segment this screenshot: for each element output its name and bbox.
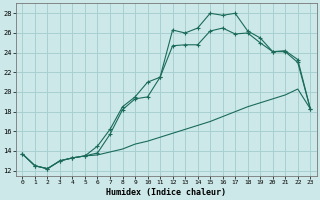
X-axis label: Humidex (Indice chaleur): Humidex (Indice chaleur) bbox=[106, 188, 226, 197]
